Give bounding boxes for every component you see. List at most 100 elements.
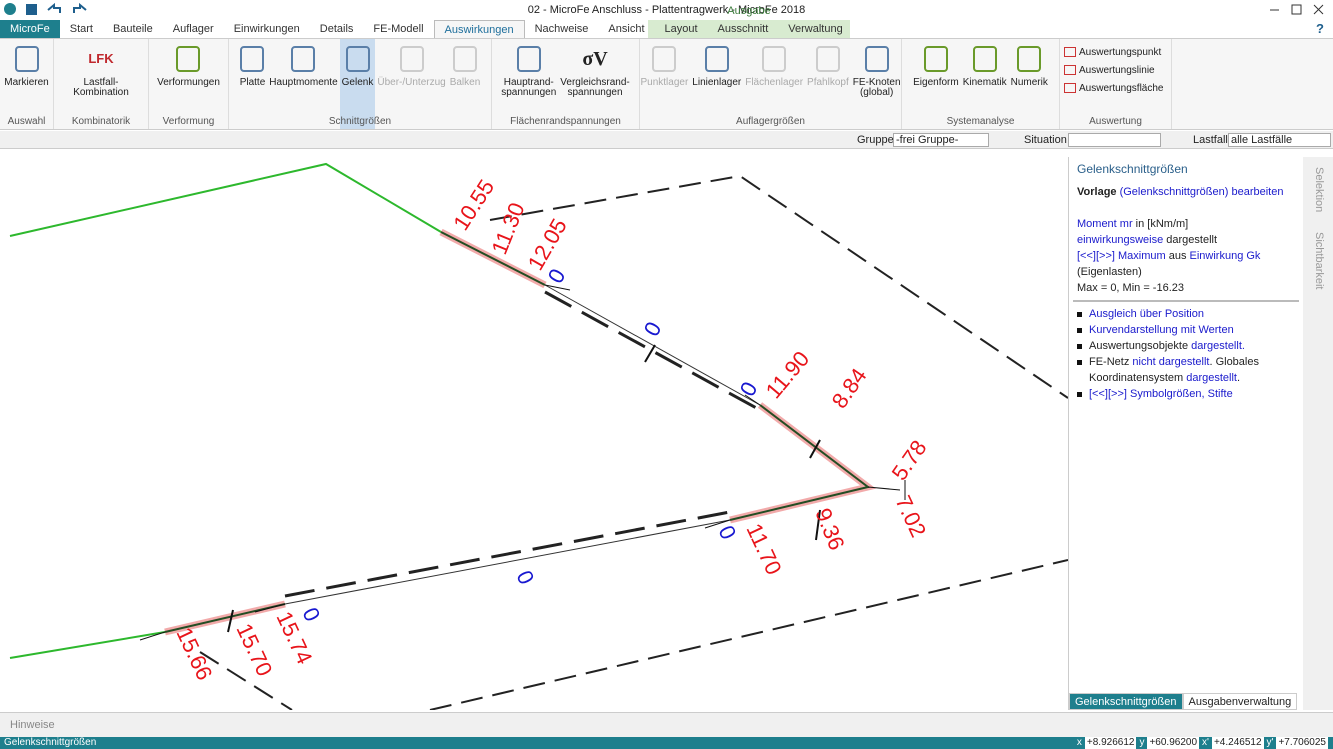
- ribbon-tab[interactable]: Ansicht: [608, 23, 645, 35]
- button-icon: σV: [582, 48, 608, 70]
- link[interactable]: nicht dargestellt: [1132, 356, 1210, 368]
- button-icon: [345, 46, 370, 72]
- ribbon-button[interactable]: Kinematik: [961, 39, 1009, 129]
- side-tabs: Selektion Sichtbarkeit: [1303, 157, 1333, 710]
- group-label: Systemanalyse: [946, 116, 1015, 127]
- ribbon-button[interactable]: Markieren: [2, 39, 50, 129]
- side-tab[interactable]: Selektion: [1313, 167, 1325, 213]
- ribbon-button[interactable]: Platte: [238, 39, 268, 129]
- info-line: (Eigenlasten): [1069, 264, 1303, 280]
- link[interactable]: Ausgleich über Position: [1089, 308, 1204, 320]
- button-icon: [14, 46, 39, 72]
- ribbon-tab[interactable]: Auflager: [172, 23, 214, 35]
- situation-combo[interactable]: [1068, 133, 1161, 147]
- value-label: 0: [713, 522, 741, 544]
- link[interactable]: [<<][>>] Maximum: [1077, 250, 1166, 262]
- value-label: 15.66: [171, 624, 217, 684]
- panel-options: Ausgleich über Position Kurvendarstellung…: [1069, 306, 1303, 402]
- link[interactable]: Kurvendarstellung mit Werten: [1089, 324, 1234, 336]
- structure: [9, 162, 1068, 710]
- option-item: [<<][>>] Symbolgrößen, Stifte: [1069, 386, 1303, 402]
- text: (Eigenlasten): [1077, 266, 1142, 278]
- button-label: Auswertungspunkt: [1079, 46, 1162, 58]
- panel-tab[interactable]: Gelenkschnittgrößen: [1069, 693, 1183, 710]
- ribbon-button[interactable]: Pfahlkopf: [805, 39, 851, 129]
- value-label: 5.78: [887, 435, 932, 484]
- ribbon-tab[interactable]: Einwirkungen: [233, 23, 300, 35]
- group-label: Kombinatorik: [71, 116, 131, 127]
- ribbon-button[interactable]: Eigenform: [911, 39, 961, 129]
- group-combo[interactable]: -frei Gruppe-: [893, 133, 989, 147]
- title-bar: 02 - MicroFe Anschluss - Plattentragwerk…: [0, 0, 1333, 20]
- ribbon-small-button[interactable]: Auswertungslinie: [1064, 61, 1155, 79]
- button-icon: [815, 46, 840, 72]
- ribbon-tab[interactable]: Details: [319, 23, 354, 35]
- ribbon-button[interactable]: Über-/Unterzug: [375, 39, 447, 129]
- window-title: 02 - MicroFe Anschluss - Plattentragwerk…: [527, 4, 806, 16]
- ribbon-button[interactable]: Gelenk: [339, 39, 376, 129]
- coord-label: y: [1139, 737, 1145, 748]
- panel-tabs: Gelenkschnittgrößen Ausgabenverwaltung: [1069, 693, 1298, 710]
- button-label: Hauptrand- spannungen: [501, 77, 557, 98]
- ribbon-button[interactable]: Verformungen: [155, 39, 222, 129]
- button-icon: [291, 46, 316, 72]
- ribbon-button[interactable]: Hauptrand- spannungen: [499, 39, 558, 129]
- button-label: Vergleichsrand- spannungen: [560, 77, 630, 98]
- side-tab[interactable]: Sichtbarkeit: [1313, 232, 1325, 290]
- link[interactable]: (Gelenkschnittgrößen) bearbeiten: [1116, 186, 1284, 198]
- value-label: 11.30: [486, 199, 529, 258]
- button-icon: LFK: [88, 51, 114, 66]
- button-label: Eigenform: [913, 77, 959, 88]
- value-label: 0: [543, 264, 571, 287]
- ribbon-tab[interactable]: Start: [69, 23, 93, 35]
- ribbon-button[interactable]: Hauptmomente: [267, 39, 339, 129]
- ribbon-small-button[interactable]: Auswertungspunkt: [1064, 43, 1161, 61]
- coordinates: x +8.926612 y +60.96200 x' +4.246512 y' +7.7060…: [1077, 737, 1331, 749]
- ribbon-group: Punktlager Linienlager Flächenlager Pfahlko…: [640, 39, 902, 129]
- link[interactable]: dargestellt: [1186, 372, 1237, 384]
- value-label: 8.84: [827, 363, 872, 412]
- button-icon: [864, 46, 889, 72]
- link[interactable]: dargestellt.: [1191, 340, 1245, 352]
- ribbon-tab[interactable]: Auswirkungen: [433, 20, 525, 38]
- value-label: 0: [511, 567, 539, 589]
- button-label: Auswertungslinie: [1079, 64, 1155, 76]
- help-button[interactable]: ?: [1316, 21, 1324, 36]
- ribbon-button[interactable]: Linienlager: [690, 39, 743, 129]
- info-line: Vorlage (Gelenkschnittgrößen) bearbeiten: [1069, 184, 1303, 200]
- ribbon-tab[interactable]: Bauteile: [112, 23, 153, 35]
- coord-value: +4.246512: [1211, 737, 1264, 749]
- button-label: Pfahlkopf: [807, 77, 849, 88]
- button-icon: [452, 46, 477, 72]
- button-icon: [240, 46, 265, 72]
- ribbon-tab[interactable]: Ausschnitt: [717, 23, 769, 35]
- graphics-canvas: 10.55 11.30 12.05 0 0 0 11.90 8.84 5.78 …: [8, 157, 1068, 710]
- ribbon-button[interactable]: Punktlager: [638, 39, 690, 129]
- ribbon-tab[interactable]: FE-Modell: [373, 23, 424, 35]
- ribbon-button[interactable]: Balken: [448, 39, 483, 129]
- link[interactable]: Moment mr: [1077, 218, 1133, 230]
- button-label: FE-Knoten (global): [852, 77, 901, 98]
- ribbon-tab[interactable]: Nachweise: [534, 23, 589, 35]
- link[interactable]: Einwirkung Gk: [1189, 250, 1261, 262]
- ribbon-button[interactable]: Flächenlager: [743, 39, 805, 129]
- link[interactable]: [<<][>>] Symbolgrößen, Stifte: [1089, 388, 1233, 400]
- ribbon-button[interactable]: LFK Lastfall- Kombination: [71, 39, 131, 129]
- value-label: 15.70: [231, 620, 277, 680]
- panel-tab[interactable]: Ausgabenverwaltung: [1182, 693, 1298, 710]
- ribbon-button[interactable]: σV Vergleichsrand- spannungen: [558, 39, 631, 129]
- ribbon-tab[interactable]: Verwaltung: [788, 23, 843, 35]
- ribbon-button[interactable]: Numerik: [1009, 39, 1050, 129]
- button-label: Balken: [449, 77, 481, 88]
- link[interactable]: einwirkungsweise: [1077, 234, 1164, 246]
- ribbon-tab[interactable]: MicroFe: [0, 20, 60, 38]
- ribbon-button[interactable]: FE-Knoten (global): [851, 39, 903, 129]
- ribbon-tab[interactable]: Layout: [664, 23, 698, 35]
- button-icon: [1064, 47, 1076, 57]
- button-label: Auswertungsfläche: [1079, 82, 1164, 94]
- panel-info: Vorlage (Gelenkschnittgrößen) bearbeiten…: [1069, 184, 1303, 296]
- text: dargestellt: [1163, 234, 1218, 246]
- lastfall-combo[interactable]: alle Lastfälle: [1228, 133, 1331, 147]
- ribbon-small-button[interactable]: Auswertungsfläche: [1064, 79, 1164, 97]
